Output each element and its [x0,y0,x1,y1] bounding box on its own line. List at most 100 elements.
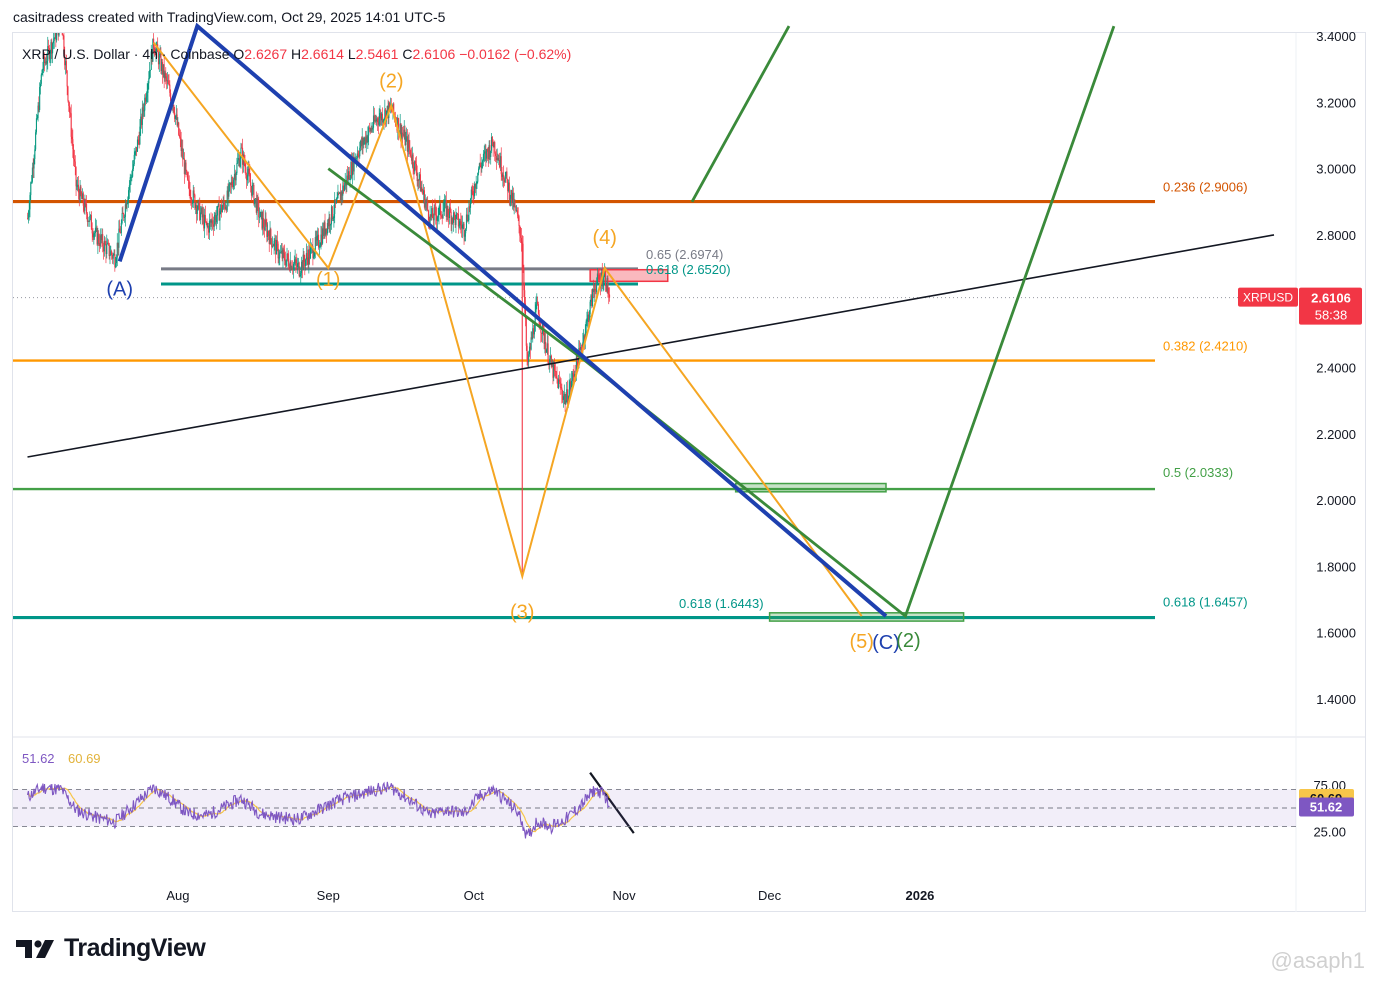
last-price-tag [1299,287,1362,325]
candle-body [507,179,509,192]
candle-body [104,241,106,245]
orange-wave-label: (2) [379,71,403,93]
candle-body [418,179,420,181]
candle-body [483,153,485,155]
candle-body [495,153,497,157]
candle-body [87,220,89,222]
candle-body [469,198,472,208]
candle-body [382,120,384,123]
candle-body [596,273,598,283]
candle-body [168,83,170,85]
candle-body [579,346,581,350]
candle-body [573,374,575,378]
candle-body [497,157,499,161]
candle-body [159,53,161,56]
candle-body [196,209,198,214]
candle-body [444,200,447,202]
candle-body [320,234,322,246]
fib-level-label: 0.618 (2.6520) [646,262,731,277]
x-tick-label: Oct [464,888,485,903]
candle-body [141,107,143,125]
candle-body [147,83,149,93]
candle-body [427,210,430,221]
fib-level-label: 0.65 (2.6974) [646,247,723,262]
candle-body [265,219,267,225]
candle-body [436,215,438,221]
candle-body [336,198,338,200]
candle-body [237,160,239,163]
candle-body [211,220,213,223]
candle-body [124,204,126,218]
green-zone-2 [734,482,887,493]
candle-body [94,227,96,233]
candle-body [100,235,102,241]
candle-body [393,103,395,114]
candle-body [107,242,109,244]
candle-body [307,257,309,265]
candle-body [493,142,495,148]
candle-body [269,229,271,244]
candle-body [415,163,417,174]
candle-body [549,358,551,365]
candle-body [83,205,85,211]
candle-body [52,43,54,54]
candle-body [39,87,41,110]
candle-body [476,181,478,185]
candle-body [475,184,477,189]
candle-body [29,195,31,210]
candle-body [233,173,236,180]
tradingview-logo[interactable]: TradingView [14,934,206,963]
candle-body [329,217,331,226]
candle-body [166,80,168,82]
candle-body [140,116,143,125]
candle-body [372,115,375,128]
candle-body [296,263,298,267]
candle-body [323,222,325,236]
candle-body [41,70,43,75]
candle-body [498,160,500,161]
candle-body [134,151,136,155]
candle-body [208,221,210,233]
candle-body [61,33,63,36]
candle-body [42,68,44,71]
candle-body [161,62,164,75]
candle-body [409,147,411,150]
candle-body [355,158,358,160]
candle-body [367,135,369,143]
candle-body [161,62,163,71]
candle-body [118,228,120,248]
candle-body [440,203,442,216]
candle-body [302,254,304,271]
candle-body [602,283,604,287]
x-tick-label: Sep [317,888,340,903]
candle-body [374,119,376,122]
candle-body [96,227,98,245]
candle-body [260,211,262,213]
candle-body [403,129,405,136]
candle-body [182,148,184,160]
candle-body [74,161,76,168]
candle-body [489,145,491,158]
candle-body [486,149,488,159]
legend-value: XRP / U.S. Dollar · 4h · Coinbase [22,46,233,62]
candle-body [558,379,560,382]
candle-body [249,174,251,183]
candle-body [478,168,480,173]
candle-body [136,139,139,152]
candle-body [89,215,91,222]
fib-level-label: 0.5 (2.0333) [1163,465,1233,480]
candle-body [225,207,227,209]
candle-body [401,132,403,139]
candle-body [218,204,220,221]
candle-body [57,24,58,29]
candle-body [110,251,112,256]
candle-body [477,172,479,182]
candle-body [519,225,521,236]
candle-body [481,162,483,168]
candle-body [255,198,257,213]
candle-body [322,228,324,244]
candle-body [443,208,445,212]
candle-body [527,359,529,363]
candle-body [223,201,225,205]
